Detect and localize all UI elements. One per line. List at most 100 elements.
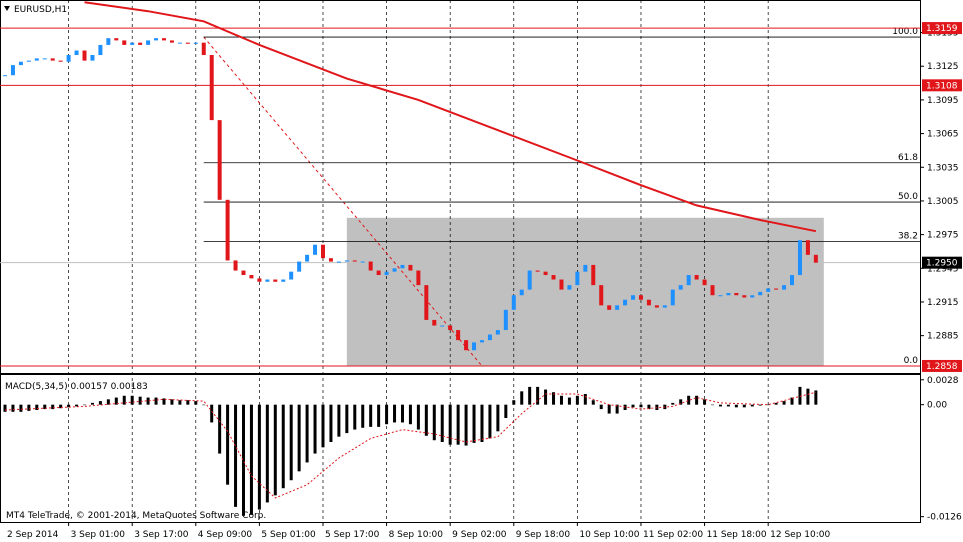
candle: [281, 279, 286, 282]
macd-bar: [241, 404, 245, 516]
y-tick-label: 1.2975: [927, 231, 959, 241]
price-level-label: 1.3108: [926, 81, 958, 91]
macd-bar: [615, 404, 619, 414]
candle: [766, 288, 771, 292]
macd-bar: [424, 404, 428, 436]
candle: [10, 65, 15, 76]
candle: [106, 38, 111, 45]
x-tick-label: 12 Sep 10:00: [770, 530, 830, 540]
macd-bar: [43, 404, 47, 410]
range-box: [346, 217, 824, 366]
macd-bar: [369, 404, 373, 427]
fib-level-label: 50.0: [898, 192, 918, 202]
candle: [551, 275, 556, 280]
candle: [559, 279, 564, 290]
macd-bar: [607, 404, 611, 414]
candle: [631, 295, 636, 300]
current-price-box: [922, 256, 962, 269]
y-tick-label: 1.3095: [927, 96, 959, 106]
macd-bar: [472, 404, 476, 443]
candle: [782, 285, 787, 290]
macd-bar: [162, 398, 166, 405]
x-tick-label: 11 Sep 02:00: [643, 530, 703, 540]
y-tick-label: 1.3125: [927, 62, 959, 72]
macd-bar: [321, 404, 325, 448]
candle: [511, 295, 516, 310]
candle: [583, 264, 588, 272]
candle: [694, 275, 699, 280]
candle: [432, 319, 437, 326]
macd-bar: [679, 399, 683, 405]
candle: [352, 260, 357, 262]
candle: [487, 334, 492, 341]
price-level-box: [922, 359, 962, 372]
macd-bar: [59, 404, 63, 409]
candle: [26, 60, 31, 62]
candle: [456, 330, 461, 341]
x-tick-label: 3 Sep 01:00: [71, 530, 126, 540]
candle: [790, 275, 795, 286]
macd-bar: [114, 397, 118, 405]
macd-bar: [552, 392, 556, 405]
macd-bar: [35, 404, 39, 410]
macd-bar: [281, 404, 285, 489]
macd-bar: [194, 401, 198, 405]
macd-bar: [400, 404, 404, 423]
x-tick-label: 8 Sep 10:00: [389, 530, 444, 540]
macd-bar: [440, 404, 444, 442]
candle: [154, 38, 159, 41]
y-tick-label: 1.3005: [927, 197, 959, 207]
macd-bar: [138, 396, 142, 405]
macd-bar: [27, 404, 31, 411]
macd-bar: [11, 404, 15, 412]
candle: [320, 244, 325, 259]
candle: [50, 58, 55, 61]
candle: [519, 289, 524, 296]
macd-bar: [718, 404, 722, 407]
candle: [344, 260, 349, 262]
candle: [623, 299, 628, 306]
candle: [805, 240, 810, 255]
y-tick-label: 1.3065: [927, 130, 959, 140]
x-tick-label: 5 Sep 01:00: [261, 530, 316, 540]
candle: [813, 254, 818, 263]
candle: [797, 240, 802, 276]
macd-bar: [488, 404, 492, 439]
macd-bar: [122, 395, 126, 405]
macd-bar: [19, 404, 23, 412]
candle: [146, 40, 151, 45]
candle: [702, 279, 707, 286]
macd-bar: [814, 390, 818, 405]
candle: [591, 264, 596, 286]
candle: [249, 275, 254, 279]
macd-bar: [726, 404, 730, 407]
symbol-menu-icon[interactable]: [4, 6, 10, 11]
candle: [161, 38, 166, 41]
x-tick-label: 10 Sep 10:00: [579, 530, 639, 540]
macd-bar: [337, 404, 341, 437]
candle: [209, 55, 214, 121]
y-tick-label: 1.2945: [927, 264, 959, 274]
macd-bar: [51, 404, 55, 410]
price-level-label: 1.2858: [926, 362, 958, 372]
fib-level-label: 61.8: [898, 153, 918, 163]
candle: [289, 271, 294, 280]
macd-bar: [416, 404, 420, 430]
candle: [527, 270, 532, 290]
y-tick-label: 0.00: [927, 401, 947, 411]
macd-bar: [559, 395, 563, 405]
y-tick-label: 1.2915: [927, 298, 959, 308]
macd-bar: [480, 404, 484, 442]
candle: [734, 292, 739, 296]
candle: [535, 270, 540, 272]
macd-bar: [361, 404, 365, 428]
candle: [98, 44, 103, 56]
macd-bar: [647, 404, 651, 410]
macd-bar: [385, 404, 389, 425]
indicator-title: MACD(5,34,5) 0.00157 0.00183: [5, 382, 148, 392]
candle: [82, 50, 87, 61]
candle: [34, 58, 39, 61]
macd-bar: [528, 386, 532, 405]
x-tick-label: 3 Sep 17:00: [134, 530, 189, 540]
fib-level-label: 100.0: [892, 27, 918, 37]
